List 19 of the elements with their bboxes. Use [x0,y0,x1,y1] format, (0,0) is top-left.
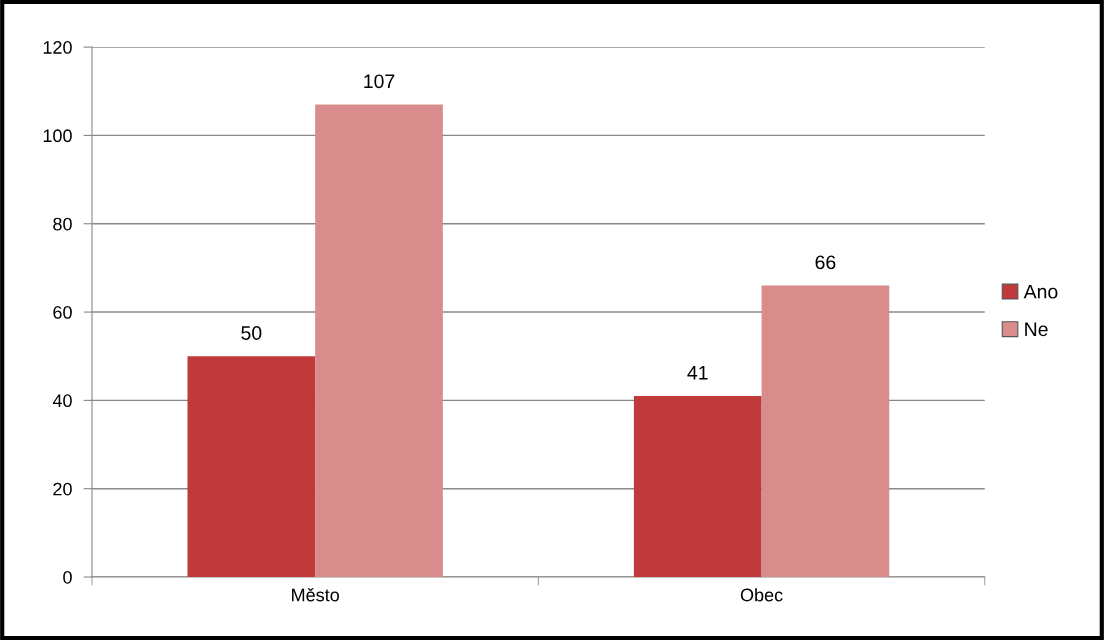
y-tick-label: 60 [53,306,72,319]
legend-label: Ne [1025,322,1048,337]
data-label: 50 [241,326,262,340]
x-tick-label: Obec [740,588,783,602]
bar [761,285,890,578]
y-tick-label: 100 [43,129,72,143]
y-tick-label: 40 [52,394,72,408]
y-tick-label: 0 [63,570,72,584]
y-tick-label: 80 [53,217,72,231]
legend-label: Ano [1023,284,1058,299]
y-tick-label: 120 [43,41,72,54]
y-tick-label: 20 [53,482,72,496]
bar [633,395,762,578]
data-label: 66 [815,255,836,270]
bar [187,356,316,578]
bar [315,104,443,578]
x-tick-label: Město [292,588,339,602]
data-label: 107 [364,74,395,89]
data-label: 41 [687,366,708,380]
